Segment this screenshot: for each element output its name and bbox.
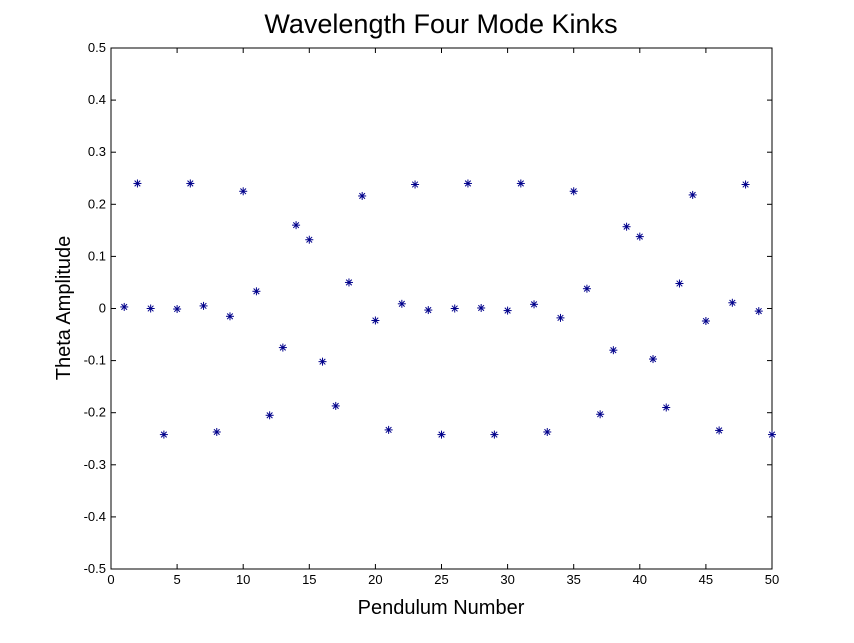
data-point [503, 306, 512, 315]
y-tick-label: 0 [99, 301, 106, 316]
data-point [159, 430, 168, 439]
data-point [701, 317, 710, 326]
data-point [741, 180, 750, 189]
data-point [768, 430, 776, 439]
y-tick-label: 0.1 [88, 248, 106, 263]
data-point [133, 179, 142, 188]
x-tick-label: 50 [765, 572, 779, 587]
data-point [582, 284, 591, 293]
data-point [146, 304, 155, 313]
data-point [688, 190, 697, 199]
data-point [596, 410, 605, 419]
x-tick-label: 25 [434, 572, 448, 587]
data-point [120, 302, 129, 311]
data-point [371, 316, 380, 325]
axis-ticks: 0 5 10 15 20 25 30 35 40 45 50 -0.5 -0.4 -0.3 -0.2 -0.1… [84, 40, 780, 587]
y-tick-label: 0.3 [88, 144, 106, 159]
data-point [543, 427, 552, 436]
data-point [622, 222, 631, 231]
data-point [609, 346, 618, 355]
data-point [635, 232, 644, 241]
data-point [199, 301, 208, 310]
x-tick-label: 20 [368, 572, 382, 587]
data-point [212, 427, 221, 436]
data-point [384, 425, 393, 434]
y-tick-label: 0.5 [88, 40, 106, 55]
data-point [305, 235, 314, 244]
y-tick-label: 0.4 [88, 92, 106, 107]
data-point [173, 305, 182, 314]
chart-title: Wavelength Four Mode Kinks [264, 9, 617, 39]
data-point [649, 355, 658, 364]
data-point [186, 179, 195, 188]
x-tick-label: 10 [236, 572, 250, 587]
y-tick-label: 0.2 [88, 196, 106, 211]
data-point [331, 401, 340, 410]
data-point [516, 179, 525, 188]
data-point [728, 298, 737, 307]
y-axis-label: Theta Amplitude [53, 236, 75, 381]
data-point [318, 357, 327, 366]
data-point [569, 187, 578, 196]
data-point [715, 426, 724, 435]
y-tick-label: -0.2 [84, 405, 106, 420]
data-point [556, 313, 565, 322]
x-tick-label: 0 [107, 572, 114, 587]
data-point [397, 299, 406, 308]
y-tick-label: -0.3 [84, 457, 106, 472]
x-tick-label: 30 [500, 572, 514, 587]
data-point [278, 343, 287, 352]
data-point [437, 430, 446, 439]
data-point [530, 300, 539, 309]
x-axis-label: Pendulum Number [358, 597, 525, 619]
data-point [424, 306, 433, 315]
data-point [225, 312, 234, 321]
data-point [754, 307, 763, 316]
data-point [358, 191, 367, 200]
data-point [675, 279, 684, 288]
plot-area [110, 47, 773, 570]
data-points [120, 179, 776, 439]
y-tick-label: -0.1 [84, 353, 106, 368]
x-tick-label: 5 [173, 572, 180, 587]
data-point [450, 304, 459, 313]
data-point [490, 430, 499, 439]
data-point [662, 403, 671, 412]
y-tick-label: -0.5 [84, 561, 106, 576]
data-point [463, 179, 472, 188]
data-point [265, 411, 274, 420]
x-tick-label: 45 [699, 572, 713, 587]
data-point [252, 287, 261, 296]
data-point [292, 221, 301, 230]
x-tick-label: 40 [633, 572, 647, 587]
x-tick-label: 35 [566, 572, 580, 587]
data-point [477, 303, 486, 312]
y-tick-label: -0.4 [84, 509, 106, 524]
x-tick-label: 15 [302, 572, 316, 587]
data-point [344, 278, 353, 287]
data-point [411, 180, 420, 189]
data-point [239, 187, 248, 196]
